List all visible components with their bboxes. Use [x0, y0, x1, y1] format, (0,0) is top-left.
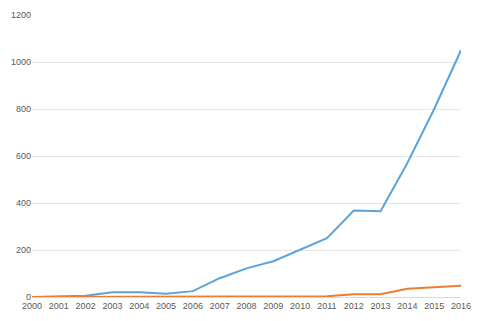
- svg-text:200: 200: [16, 245, 31, 255]
- svg-text:2011: 2011: [317, 301, 336, 311]
- svg-text:2002: 2002: [76, 301, 96, 311]
- svg-text:2006: 2006: [183, 301, 203, 311]
- svg-text:2013: 2013: [371, 301, 391, 311]
- svg-text:2008: 2008: [236, 301, 256, 311]
- svg-text:800: 800: [16, 104, 31, 114]
- svg-text:2012: 2012: [344, 301, 364, 311]
- svg-text:2000: 2000: [22, 301, 42, 311]
- svg-text:2010: 2010: [290, 301, 310, 311]
- svg-text:2014: 2014: [397, 301, 417, 311]
- svg-text:2003: 2003: [102, 301, 122, 311]
- svg-text:0: 0: [26, 292, 31, 302]
- svg-text:1000: 1000: [11, 57, 31, 67]
- svg-text:2004: 2004: [129, 301, 149, 311]
- svg-text:2016: 2016: [451, 301, 471, 311]
- svg-text:400: 400: [16, 198, 31, 208]
- svg-text:2015: 2015: [424, 301, 444, 311]
- svg-text:2009: 2009: [263, 301, 283, 311]
- svg-text:2001: 2001: [49, 301, 69, 311]
- svg-text:2005: 2005: [156, 301, 176, 311]
- svg-text:1200: 1200: [11, 10, 31, 20]
- svg-text:600: 600: [16, 151, 31, 161]
- svg-text:2007: 2007: [210, 301, 230, 311]
